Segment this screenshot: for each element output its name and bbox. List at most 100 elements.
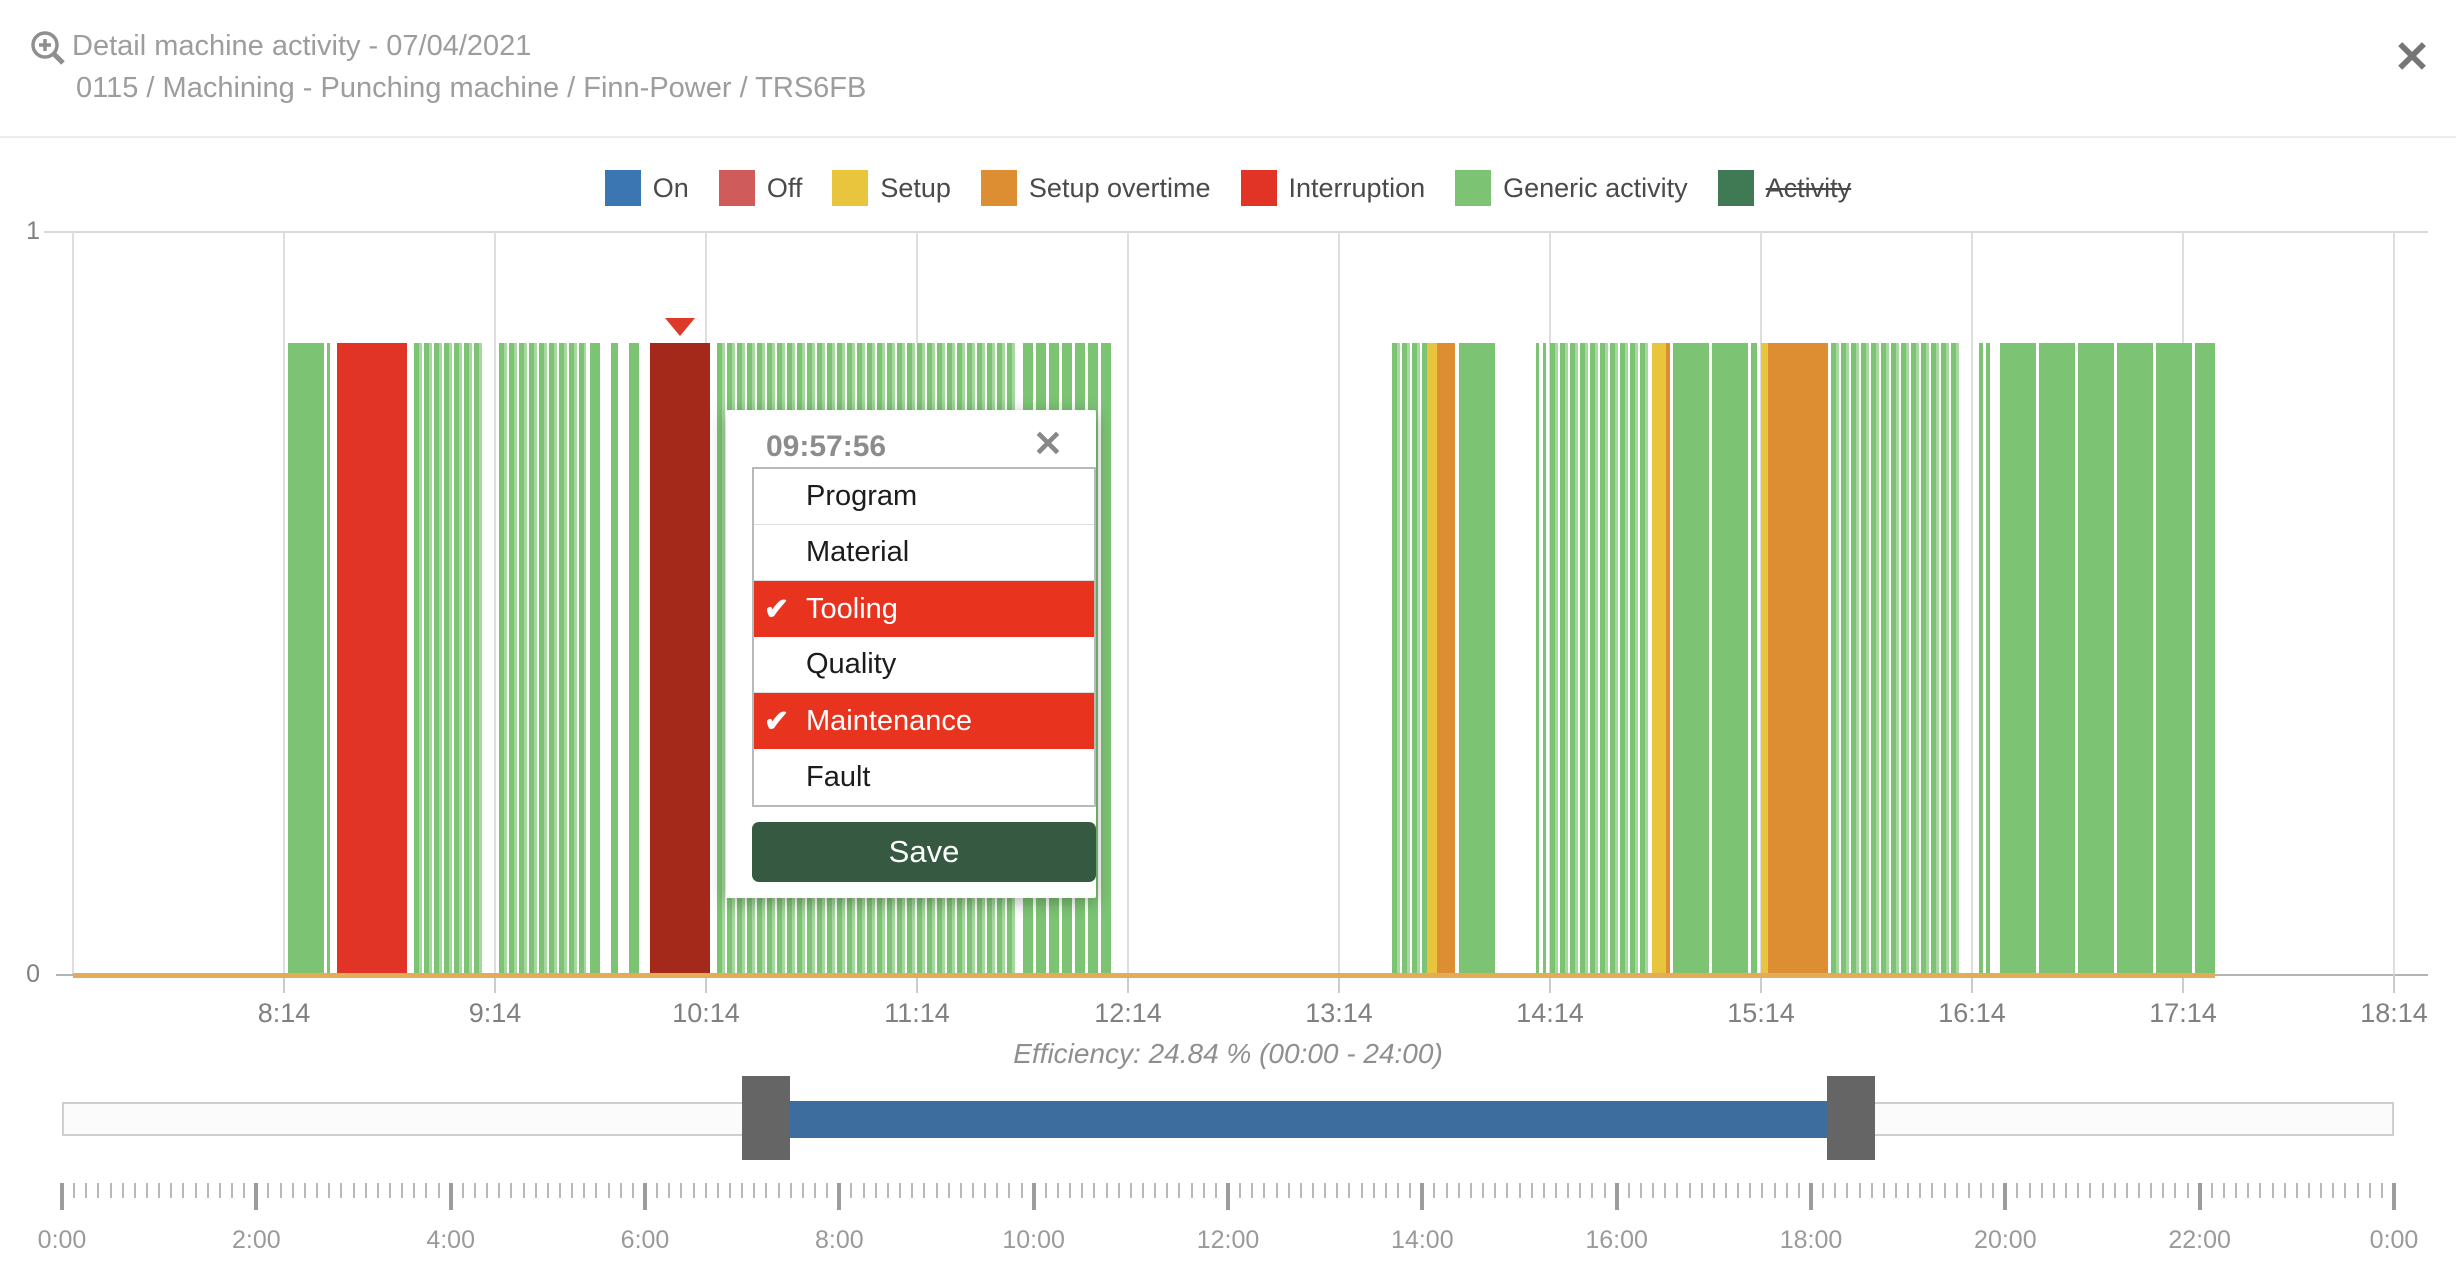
activity-bar-setup[interactable] bbox=[1761, 343, 1769, 974]
ruler-minor-tick bbox=[121, 1183, 124, 1198]
ruler-label: 0:00 bbox=[37, 1226, 87, 1254]
ruler-minor-tick bbox=[2332, 1183, 2335, 1198]
ruler-minor-tick bbox=[753, 1183, 756, 1198]
chart-legend: On Off Setup Setup overtime Interruption Gene… bbox=[0, 170, 2456, 206]
activity-bar-generic[interactable] bbox=[1979, 343, 1983, 974]
activity-bar-generic[interactable] bbox=[1391, 343, 1427, 974]
activity-bar-setup_overtime[interactable] bbox=[1666, 343, 1670, 974]
ruler-minor-tick bbox=[704, 1183, 707, 1198]
activity-bar-generic[interactable] bbox=[589, 343, 601, 974]
activity-bar-generic[interactable] bbox=[1673, 343, 1758, 974]
ruler-minor-tick bbox=[85, 1183, 88, 1198]
check-icon: ✔ bbox=[764, 592, 790, 626]
activity-bar-generic[interactable] bbox=[498, 343, 587, 974]
gridline-hour bbox=[1127, 231, 1129, 974]
ruler-minor-tick bbox=[1469, 1183, 1472, 1198]
legend-item-off[interactable]: Off bbox=[718, 170, 802, 206]
x-tick bbox=[1760, 974, 1762, 993]
cause-option-label: Maintenance bbox=[806, 704, 973, 737]
ruler-minor-tick bbox=[2320, 1183, 2323, 1198]
activity-bar-generic[interactable] bbox=[2000, 343, 2215, 974]
cause-option-maintenance[interactable]: ✔ Maintenance bbox=[754, 693, 1094, 749]
ruler-minor-tick bbox=[935, 1183, 938, 1198]
popup-close-icon[interactable]: ✕ bbox=[1032, 423, 1064, 464]
ruler-minor-tick bbox=[2295, 1183, 2298, 1198]
ruler-minor-tick bbox=[1761, 1183, 1764, 1198]
ruler-label: 22:00 bbox=[2168, 1226, 2231, 1254]
activity-bar-generic[interactable] bbox=[1542, 343, 1547, 974]
ruler-minor-tick bbox=[1008, 1183, 1011, 1198]
ruler-minor-tick bbox=[109, 1183, 112, 1198]
activity-bar-generic[interactable] bbox=[1831, 343, 1962, 974]
ruler-label: 4:00 bbox=[426, 1226, 475, 1254]
activity-bar-setup_overtime[interactable] bbox=[1768, 343, 1828, 974]
slider-handle-left[interactable] bbox=[742, 1076, 791, 1160]
ruler-minor-tick bbox=[1299, 1183, 1302, 1198]
legend-item-setup-overtime[interactable]: Setup overtime bbox=[980, 170, 1211, 206]
x-axis-label: 17:14 bbox=[2149, 998, 2217, 1028]
activity-bar-generic[interactable] bbox=[1986, 343, 1990, 974]
dialog-close-icon[interactable]: ✕ bbox=[2393, 33, 2431, 82]
ruler-minor-tick bbox=[303, 1183, 306, 1198]
cause-option-fault[interactable]: Fault bbox=[754, 749, 1094, 805]
ruler-minor-tick bbox=[133, 1183, 136, 1198]
activity-bar-setup[interactable] bbox=[1651, 343, 1667, 974]
ruler-minor-tick bbox=[619, 1183, 622, 1198]
activity-bar-setup_overtime[interactable] bbox=[1437, 343, 1456, 974]
activity-bar-generic[interactable] bbox=[628, 343, 640, 974]
ruler-minor-tick bbox=[194, 1183, 197, 1198]
legend-swatch bbox=[980, 170, 1017, 206]
legend-item-activity[interactable]: Activity bbox=[1717, 170, 1851, 206]
cause-option-program[interactable]: Program bbox=[754, 469, 1094, 525]
ruler-minor-tick bbox=[2210, 1183, 2213, 1198]
cause-option-quality[interactable]: Quality bbox=[754, 637, 1094, 693]
cause-option-tooling[interactable]: ✔ Tooling bbox=[754, 581, 1094, 637]
ruler-minor-tick bbox=[947, 1183, 950, 1198]
legend-swatch bbox=[718, 170, 755, 206]
legend-item-generic-activity[interactable]: Generic activity bbox=[1455, 170, 1688, 206]
ruler-minor-tick bbox=[1724, 1183, 1727, 1198]
ruler-minor-tick bbox=[1591, 1183, 1594, 1198]
ruler-minor-tick bbox=[607, 1183, 610, 1198]
ruler-minor-tick bbox=[1554, 1183, 1557, 1198]
activity-bar-interruption_selected[interactable] bbox=[649, 343, 710, 974]
ruler-minor-tick bbox=[1482, 1183, 1485, 1198]
ruler-minor-tick bbox=[984, 1183, 987, 1198]
ruler-minor-tick bbox=[1287, 1183, 1290, 1198]
ruler-minor-tick bbox=[777, 1183, 780, 1198]
slider-selected-range[interactable] bbox=[766, 1101, 1852, 1138]
ruler-minor-tick bbox=[1409, 1183, 1412, 1198]
activity-bar-setup[interactable] bbox=[1426, 343, 1438, 974]
ruler-minor-tick bbox=[595, 1183, 598, 1198]
activity-bar-generic[interactable] bbox=[414, 343, 485, 974]
activity-bar-generic[interactable] bbox=[287, 343, 330, 974]
ruler-minor-tick bbox=[1360, 1183, 1363, 1198]
ruler-minor-tick bbox=[1336, 1183, 1339, 1198]
ruler-minor-tick bbox=[1895, 1183, 1898, 1198]
slider-handle-right[interactable] bbox=[1827, 1076, 1876, 1160]
cause-option-material[interactable]: Material bbox=[754, 525, 1094, 581]
ruler-minor-tick bbox=[1251, 1183, 1254, 1198]
ytick-1 bbox=[44, 231, 56, 233]
activity-bar-generic[interactable] bbox=[1535, 343, 1540, 974]
ruler-minor-tick bbox=[291, 1183, 294, 1198]
ruler-minor-tick bbox=[1931, 1183, 1934, 1198]
ruler-minor-tick bbox=[352, 1183, 355, 1198]
ruler-minor-tick bbox=[328, 1183, 331, 1198]
legend-swatch bbox=[1240, 170, 1277, 206]
legend-item-setup[interactable]: Setup bbox=[832, 170, 951, 206]
activity-bar-generic[interactable] bbox=[1550, 343, 1649, 974]
activity-bar-generic[interactable] bbox=[1458, 343, 1498, 974]
legend-item-on[interactable]: On bbox=[604, 170, 689, 206]
ruler-minor-tick bbox=[2162, 1183, 2165, 1198]
activity-bar-interruption[interactable] bbox=[336, 343, 408, 974]
ruler-minor-tick bbox=[1882, 1183, 1885, 1198]
ruler-minor-tick bbox=[1639, 1183, 1642, 1198]
cause-option-label: Tooling bbox=[806, 592, 898, 625]
save-button[interactable]: Save bbox=[752, 822, 1096, 882]
ruler-minor-tick bbox=[340, 1183, 343, 1198]
legend-item-interruption[interactable]: Interruption bbox=[1240, 170, 1425, 206]
ruler-minor-tick bbox=[316, 1183, 319, 1198]
ruler-minor-tick bbox=[1603, 1183, 1606, 1198]
activity-bar-generic[interactable] bbox=[611, 343, 619, 974]
